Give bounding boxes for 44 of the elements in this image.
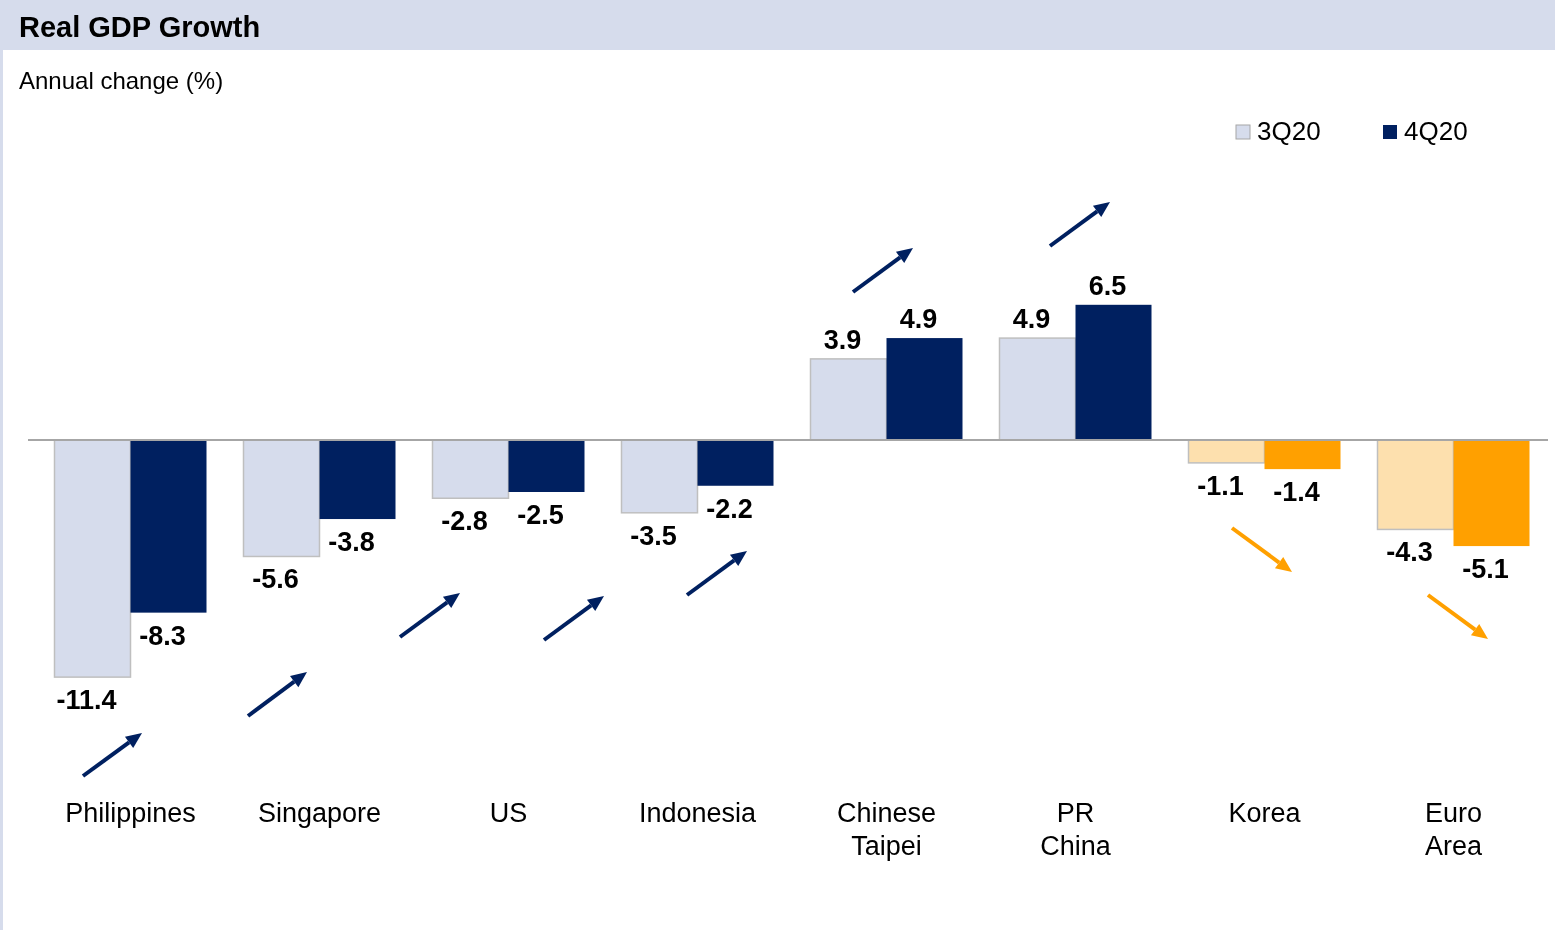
bar	[697, 440, 774, 486]
data-label: 6.5	[1088, 270, 1127, 301]
data-label: -5.6	[252, 564, 299, 595]
data-label: -2.2	[706, 493, 753, 524]
bar	[431, 439, 510, 499]
bar	[1264, 440, 1341, 470]
chart-subtitle: Annual change (%)	[19, 67, 224, 94]
bar	[1453, 440, 1530, 547]
data-label: -2.8	[441, 506, 488, 537]
bar	[1075, 304, 1152, 440]
x-tick-label: US	[489, 798, 528, 828]
x-tick-label: Euro Area	[1424, 798, 1483, 861]
x-tick-label: Chinese Taipei	[836, 798, 937, 861]
data-label: 3.9	[823, 324, 862, 355]
data-label: -1.4	[1273, 477, 1320, 508]
bar	[53, 439, 132, 678]
data-label: -3.5	[630, 520, 677, 551]
bar	[886, 338, 963, 440]
bar	[508, 440, 585, 492]
bar	[1376, 439, 1455, 531]
data-label: -1.1	[1197, 470, 1244, 501]
data-label: -5.1	[1462, 554, 1509, 585]
bar	[319, 440, 396, 520]
data-label: -4.3	[1386, 537, 1433, 568]
x-tick-label: Philippines	[65, 798, 196, 828]
legend-label: 3Q20	[1257, 116, 1321, 146]
data-label: -8.3	[139, 620, 186, 651]
data-label: 4.9	[899, 304, 938, 335]
bar	[242, 439, 321, 558]
bar	[130, 440, 207, 613]
bar	[620, 439, 699, 514]
legend-label: 4Q20	[1404, 116, 1468, 146]
data-label: 4.9	[1012, 304, 1051, 335]
x-tick-label: Singapore	[257, 798, 382, 828]
data-label: -11.4	[56, 685, 117, 716]
chart-title: Real GDP Growth	[19, 11, 261, 43]
x-tick-label: Indonesia	[638, 798, 758, 828]
x-tick-label: PR China	[1040, 798, 1112, 861]
bar	[1187, 439, 1266, 464]
data-label: -2.5	[517, 500, 564, 530]
data-label: -3.8	[328, 527, 375, 558]
bar	[998, 337, 1077, 441]
bar	[809, 358, 888, 441]
x-tick-label: Korea	[1228, 798, 1302, 828]
